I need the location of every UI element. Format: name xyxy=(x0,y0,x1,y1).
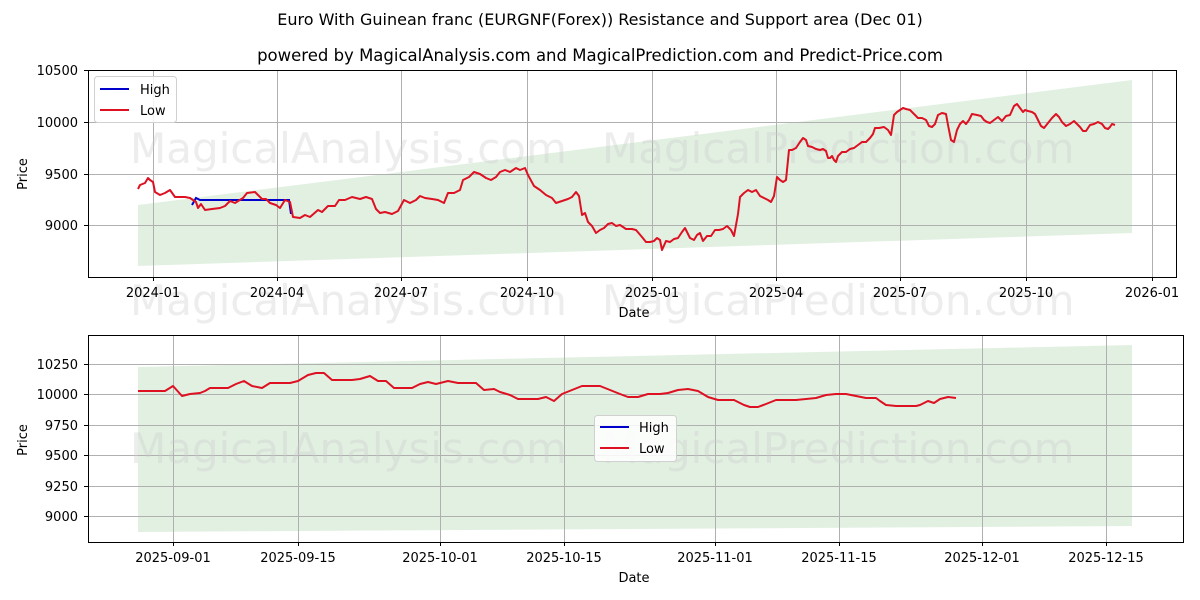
bottom-x-ticks xyxy=(173,542,1107,546)
bottom-ytick-9750: 9750 xyxy=(45,419,78,434)
top-xtick-2025-07: 2025-07 xyxy=(873,286,927,301)
top-xtick-2026-01: 2026-01 xyxy=(1125,286,1179,301)
bottom-xtick-2025-10-15: 2025-10-15 xyxy=(526,551,602,566)
watermark-magicalanalysis-lower: MagicalAnalysis.com xyxy=(130,276,567,325)
bottom-y-ticks xyxy=(84,364,88,517)
top-xtick-2024-10: 2024-10 xyxy=(500,286,554,301)
bottom-ytick-9000: 9000 xyxy=(45,510,78,525)
bottom-xtick-2025-09-01: 2025-09-01 xyxy=(135,551,211,566)
bottom-axes-frame xyxy=(88,335,1184,543)
top-support-resistance-band xyxy=(138,80,1132,266)
top-y-axis-label: Price xyxy=(16,158,31,190)
bottom-ytick-10000: 10000 xyxy=(37,388,78,403)
chart-subtitle: powered by MagicalAnalysis.com and Magic… xyxy=(257,46,943,65)
bottom-xtick-2025-11-01: 2025-11-01 xyxy=(677,551,753,566)
top-ytick-10500: 10500 xyxy=(37,64,78,79)
top-grid xyxy=(88,70,1176,277)
bottom-ytick-10250: 10250 xyxy=(37,358,78,373)
top-legend: High Low xyxy=(94,76,177,123)
top-axes-frame xyxy=(88,70,1177,278)
watermark-magicalprediction-lower: MagicalPrediction.com xyxy=(602,276,1075,325)
watermark-magicalanalysis: MagicalAnalysis.com xyxy=(130,124,567,173)
chart-title: Euro With Guinean franc (EURGNF(Forex)) … xyxy=(277,10,923,29)
bottom-legend: High Low xyxy=(594,415,677,462)
bottom-ytick-9500: 9500 xyxy=(45,449,78,464)
bottom-ytick-9250: 9250 xyxy=(45,480,78,495)
watermark-magicalprediction: MagicalPrediction.com xyxy=(602,124,1075,173)
top-xtick-2024-07: 2024-07 xyxy=(374,286,428,301)
top-ytick-10000: 10000 xyxy=(37,116,78,131)
top-x-ticks xyxy=(153,277,1153,281)
bottom-x-axis-label: Date xyxy=(618,571,649,586)
top-ytick-9000: 9000 xyxy=(45,219,78,234)
bottom-xtick-2025-11-15: 2025-11-15 xyxy=(801,551,877,566)
bottom-legend-low-label: Low xyxy=(639,442,665,457)
top-xtick-2024-01: 2024-01 xyxy=(126,286,180,301)
bottom-low-line xyxy=(138,372,957,408)
bottom-legend-high-label: High xyxy=(639,421,669,436)
top-low-line xyxy=(137,103,1116,251)
bottom-xtick-2025-12-15: 2025-12-15 xyxy=(1068,551,1144,566)
watermark-magicalprediction-bottom: MagicalPrediction.com xyxy=(602,424,1075,473)
top-xtick-2025-10: 2025-10 xyxy=(999,286,1053,301)
top-y-ticks xyxy=(84,70,88,226)
top-xtick-2024-04: 2024-04 xyxy=(250,286,304,301)
bottom-xtick-2025-12-01: 2025-12-01 xyxy=(944,551,1020,566)
top-xtick-2025-01: 2025-01 xyxy=(625,286,679,301)
top-xtick-2025-04: 2025-04 xyxy=(749,286,803,301)
legend-low-label: Low xyxy=(140,104,166,119)
legend-high-label: High xyxy=(140,83,170,98)
top-x-axis-label: Date xyxy=(618,306,649,321)
bottom-xtick-2025-09-15: 2025-09-15 xyxy=(260,551,336,566)
bottom-y-axis-label: Price xyxy=(16,424,31,456)
bottom-chart: MagicalAnalysis.com MagicalPrediction.co… xyxy=(16,335,1184,586)
top-ytick-9500: 9500 xyxy=(45,168,78,183)
watermark-magicalanalysis-bottom: MagicalAnalysis.com xyxy=(130,424,567,473)
bottom-xtick-2025-10-01: 2025-10-01 xyxy=(402,551,478,566)
top-chart: MagicalAnalysis.com MagicalPrediction.co… xyxy=(16,64,1179,325)
